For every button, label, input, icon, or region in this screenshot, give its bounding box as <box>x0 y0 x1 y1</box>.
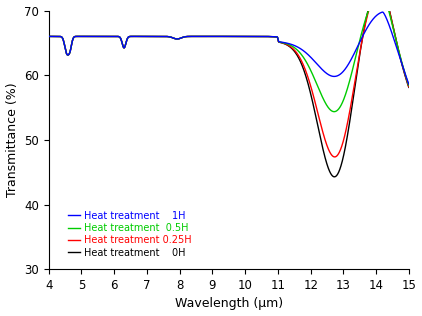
Y-axis label: Transmittance (%): Transmittance (%) <box>5 82 19 197</box>
X-axis label: Wavelength (μm): Wavelength (μm) <box>175 297 283 310</box>
Legend: Heat treatment    1H, Heat treatment  0.5H, Heat treatment 0.25H, Heat treatment: Heat treatment 1H, Heat treatment 0.5H, … <box>65 207 195 262</box>
